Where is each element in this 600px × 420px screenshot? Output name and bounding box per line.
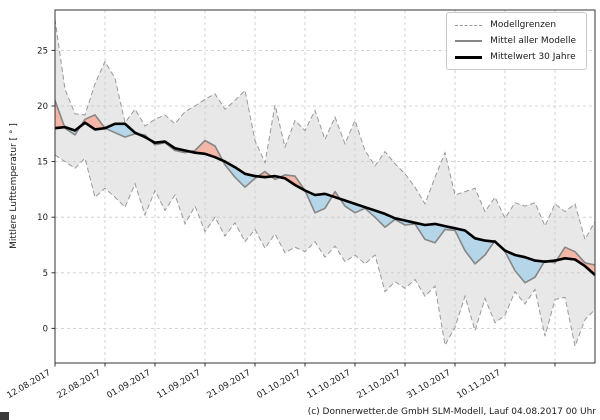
svg-text:15: 15 bbox=[37, 158, 48, 168]
svg-text:10.11.2017: 10.11.2017 bbox=[455, 368, 502, 401]
svg-text:01.09.2017: 01.09.2017 bbox=[105, 368, 152, 401]
svg-text:31.10.2017: 31.10.2017 bbox=[405, 368, 452, 401]
corner-artifact bbox=[0, 412, 9, 420]
gray-line-swatch-icon bbox=[455, 40, 483, 42]
svg-text:21.09.2017: 21.09.2017 bbox=[205, 368, 252, 401]
svg-text:0: 0 bbox=[43, 324, 48, 334]
black-line-swatch-icon bbox=[455, 55, 483, 59]
svg-text:11.09.2017: 11.09.2017 bbox=[155, 368, 202, 401]
y-axis-label: Mittlere Lufttemperatur [ ° ] bbox=[9, 123, 19, 249]
dashed-line-swatch-icon bbox=[455, 24, 483, 26]
copyright-text: (c) Donnerwetter.de GmbH SLM-Modell, Lau… bbox=[307, 407, 596, 417]
legend-item-modellgrenzen: Modellgrenzen bbox=[455, 19, 576, 31]
legend-label: Mittel aller Modelle bbox=[490, 36, 576, 46]
legend-item-mittel-aller-modelle: Mittel aller Modelle bbox=[455, 35, 576, 47]
legend-label: Mittelwert 30 Jahre bbox=[490, 52, 576, 62]
svg-text:12.08.2017: 12.08.2017 bbox=[5, 368, 52, 401]
svg-text:01.10.2017: 01.10.2017 bbox=[255, 368, 302, 401]
svg-text:5: 5 bbox=[43, 269, 48, 279]
svg-text:11.10.2017: 11.10.2017 bbox=[305, 368, 352, 401]
svg-text:25: 25 bbox=[37, 46, 48, 56]
legend: Modellgrenzen Mittel aller Modelle Mitte… bbox=[446, 12, 587, 70]
svg-text:10: 10 bbox=[37, 213, 48, 223]
legend-label: Modellgrenzen bbox=[490, 20, 557, 30]
svg-text:22.08.2017: 22.08.2017 bbox=[55, 368, 102, 401]
svg-text:20: 20 bbox=[37, 102, 48, 112]
legend-item-mittelwert-30-jahre: Mittelwert 30 Jahre bbox=[455, 51, 576, 63]
svg-text:21.10.2017: 21.10.2017 bbox=[355, 368, 402, 401]
